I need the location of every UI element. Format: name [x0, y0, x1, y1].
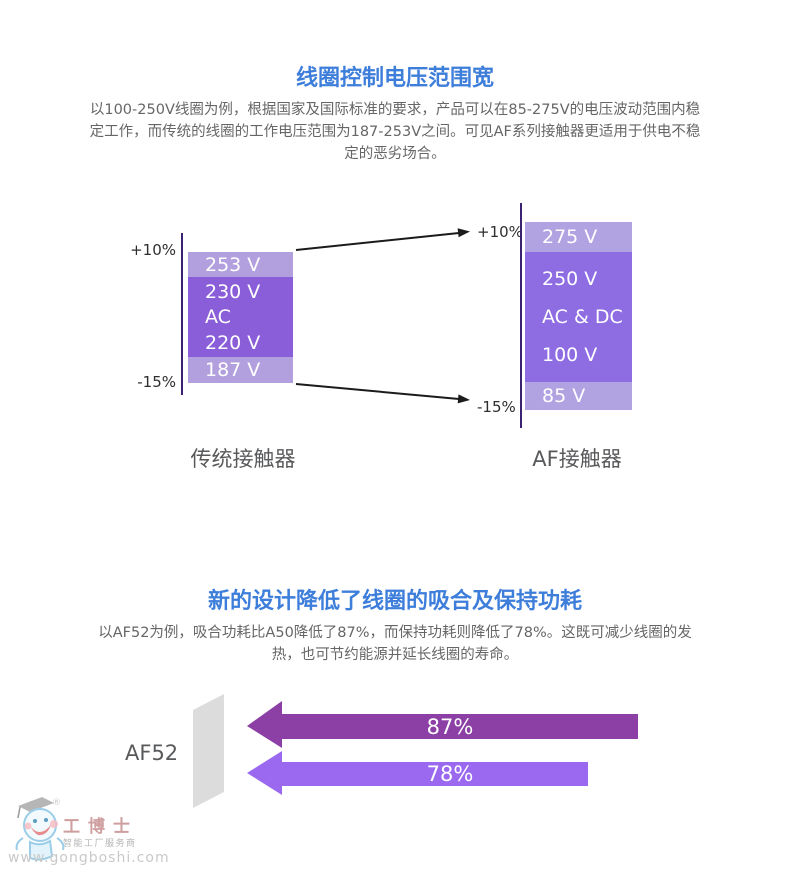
brand-tagline: 智能工厂服务商 [63, 839, 137, 849]
bar-78-arrowhead [247, 751, 282, 795]
contactor-panel-shape [193, 694, 224, 808]
paragraph-line: 以AF52为例，吸合功耗比A50降低了87%，而保持功耗则降低了78%。这既可减… [98, 625, 692, 641]
left-minus15-label: -15% [137, 373, 176, 391]
left-axis-line [181, 233, 183, 395]
band-line: 230 V [205, 280, 261, 303]
section1-paragraph: 以100-250V线圈为例，根据国家及国际标准的要求，产品可以在85-275V的… [80, 99, 710, 165]
band-line: 250 V [542, 268, 598, 290]
brand-name: 工博士 [63, 817, 138, 837]
bar-87-arrowhead [247, 701, 282, 748]
section2-paragraph: 以AF52为例，吸合功耗比A50降低了87%，而保持功耗则降低了78%。这既可减… [80, 622, 710, 666]
registered-mark: ® [52, 798, 61, 808]
bar-78: 78% [247, 751, 588, 795]
traditional-voltage-box: 253 V 230 V AC 220 V 187 V [188, 252, 293, 383]
band-275v: 275 V [525, 222, 632, 252]
band-line: AC & DC [542, 306, 623, 328]
band-253v: 253 V [188, 252, 293, 277]
band-187v: 187 V [188, 357, 293, 383]
bar-87-body [282, 714, 638, 739]
arrow-line-bottom [295, 383, 460, 400]
paragraph-line: 定的恶劣场合。 [344, 146, 446, 162]
paragraph-line: 热，也可节约能源并延长线圈的寿命。 [271, 647, 519, 663]
brand-url: www.gongboshi.com [8, 850, 170, 866]
bar-87-value: 87% [427, 715, 474, 739]
paragraph-line: 定工作，而传统的线圈的工作电压范围为187-253V之间。可见AF系列接触器更适… [89, 124, 701, 140]
left-plus10-label: +10% [130, 241, 176, 259]
right-plus10-label: +10% [477, 223, 523, 241]
arrow-line-top [295, 232, 460, 251]
section2-title: 新的设计降低了线圈的吸合及保持功耗 [207, 589, 582, 614]
af-voltage-box: 275 V 250 V AC & DC 100 V 85 V [525, 222, 632, 410]
right-axis-line [520, 203, 522, 428]
paragraph-line: 以100-250V线圈为例，根据国家及国际标准的要求，产品可以在85-275V的… [89, 102, 701, 118]
af-caption: AF接触器 [532, 447, 622, 471]
traditional-caption: 传统接触器 [190, 447, 296, 471]
right-minus15-label: -15% [477, 398, 516, 416]
band-line: 220 V [205, 331, 261, 354]
bar-87: 87% [247, 701, 638, 748]
band-rated-right: 250 V AC & DC 100 V [525, 252, 632, 382]
band-rated-left: 230 V AC 220 V [188, 277, 293, 357]
section1-title: 线圈控制电压范围宽 [295, 66, 494, 91]
mascot-robot-icon [15, 797, 65, 861]
band-85v: 85 V [525, 382, 632, 410]
bar-78-body [282, 762, 588, 786]
gongboshi-watermark: ® 工博士 智能工厂服务商 www.gongboshi.com [8, 792, 170, 872]
af52-product-label: AF52 [125, 741, 179, 765]
arrowhead-top [457, 228, 470, 238]
arrowhead-bottom [457, 394, 470, 404]
band-line: 100 V [542, 344, 598, 366]
band-line: AC [205, 306, 231, 328]
bar-78-value: 78% [427, 762, 474, 786]
